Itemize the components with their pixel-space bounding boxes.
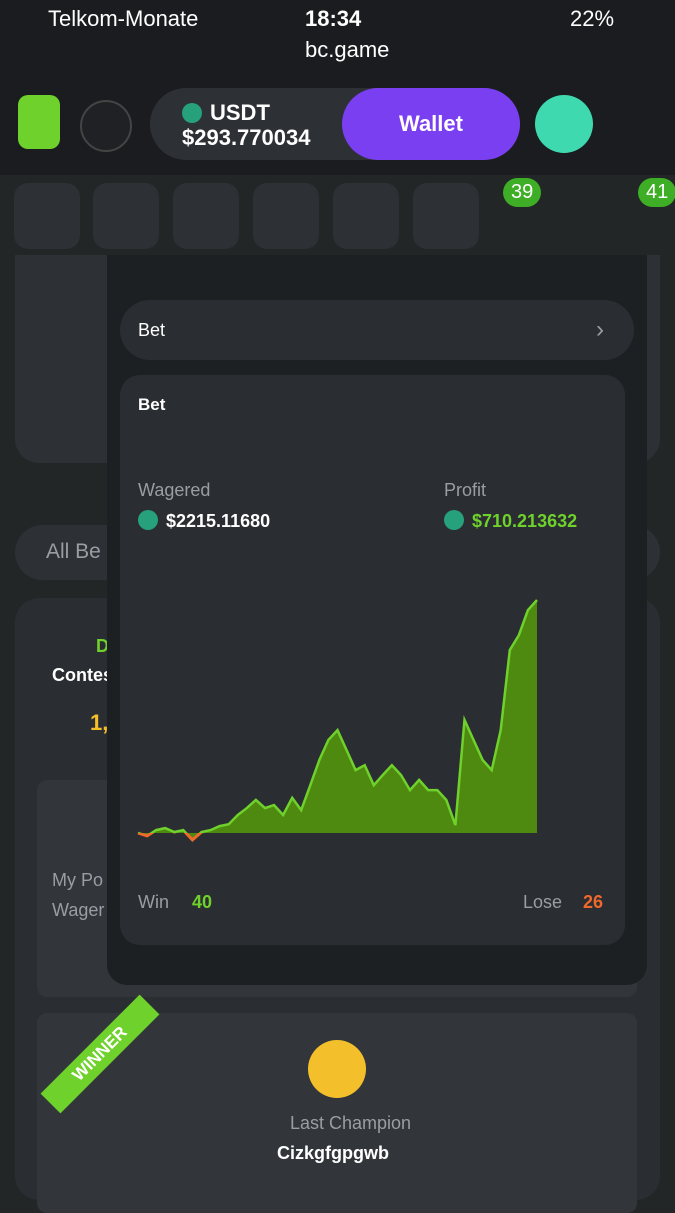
wallet-label: Wallet [399,111,463,136]
lose-count: 26 [583,892,604,912]
profit-area [138,600,537,840]
champion-label: Last Champion [290,1113,412,1133]
chat-badge: 41 [638,178,675,207]
logo[interactable] [18,95,60,149]
battery: 22% [570,6,615,31]
lose-label: Lose [523,892,563,912]
win-label: Win [138,892,169,912]
game-icon[interactable] [253,183,319,249]
carrier: Telkom-Monate [48,6,199,31]
bg-contest-title: Contes [52,665,114,685]
win-count: 40 [192,892,213,912]
profit-chart [137,599,538,842]
messages-badge: 39 [503,178,542,207]
bg-label: Wager [52,900,105,920]
bg-tab: All Be [46,540,101,563]
profit-value: $710.213632 [472,511,578,531]
wagered-value: $2215.11680 [166,511,271,531]
card-title: Bet [138,395,166,414]
champion-avatar [308,1040,366,1098]
bg-label: My Po [52,870,104,890]
menu-button[interactable] [80,100,132,152]
game-icon[interactable] [413,183,479,249]
chevron: › [596,316,604,343]
game-icon[interactable] [333,183,399,249]
stats-card [120,375,625,945]
currency: USDT [210,100,270,125]
champion-name: Cizkgfgpgwb [277,1143,389,1163]
profit-label: Profit [444,480,487,500]
clock: 18:34 [305,6,362,31]
bg-tag: D [96,636,109,656]
game-icon[interactable] [14,183,80,249]
wallet-button[interactable]: Wallet [342,88,520,160]
game-icon[interactable] [93,183,159,249]
selector[interactable] [120,300,634,360]
bg-amount: 1, [90,710,109,735]
profit-line [137,599,538,842]
url[interactable]: bc.game [305,37,390,62]
balance: $293.770034 [182,125,311,150]
avatar[interactable] [535,95,593,153]
wagered-label: Wagered [138,480,211,500]
selector-label: Bet [138,320,166,340]
game-icon[interactable] [173,183,239,249]
